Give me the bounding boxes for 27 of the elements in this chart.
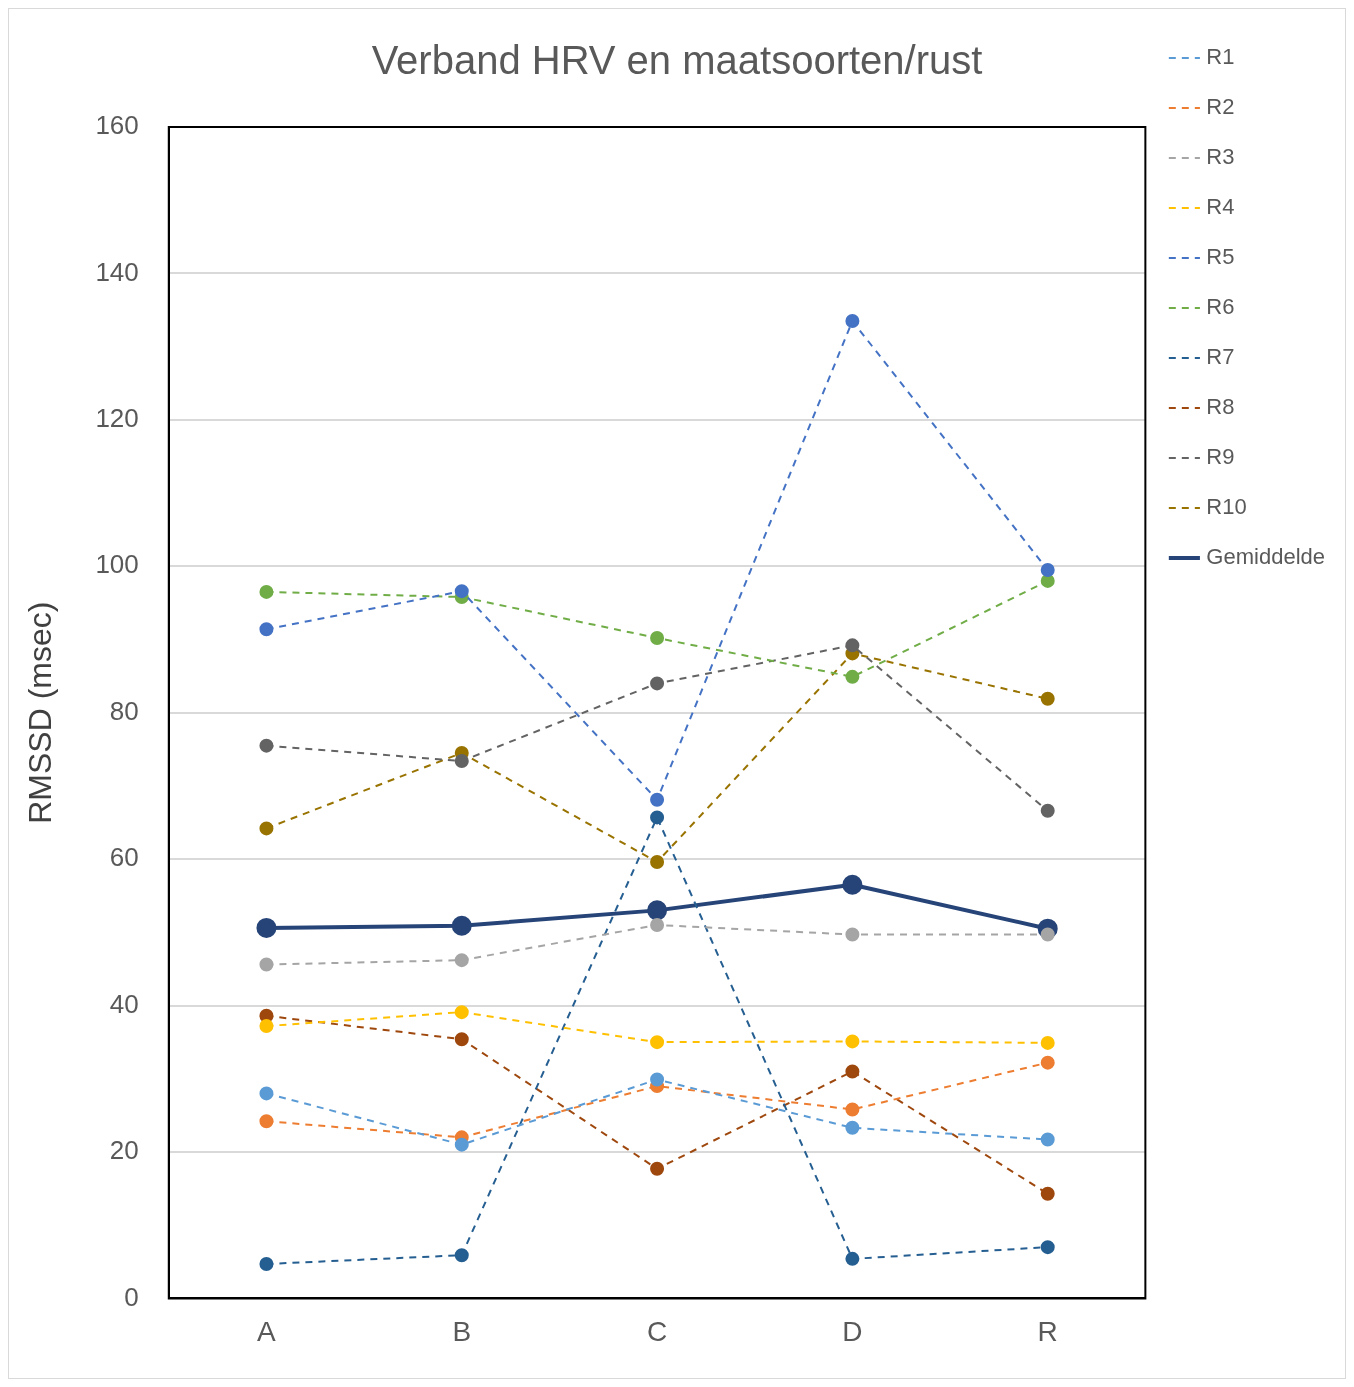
- legend-label: R3: [1206, 144, 1235, 170]
- x-tick-label: A: [257, 1315, 277, 1347]
- legend-label: R8: [1206, 394, 1235, 420]
- legend-label: R10: [1206, 494, 1247, 520]
- y-tick-label: 40: [109, 988, 139, 1019]
- legend-label: R5: [1206, 244, 1235, 270]
- legend-label: R2: [1206, 94, 1235, 120]
- x-tick-label: R: [1037, 1315, 1058, 1347]
- y-tick-label: 160: [95, 110, 139, 141]
- chart-title: Verband HRV en maatsoorten/rust: [371, 38, 983, 83]
- legend-label: R6: [1206, 294, 1235, 320]
- y-tick-label: 20: [109, 1135, 139, 1166]
- y-axis-title: RMSSD (msec): [22, 601, 59, 824]
- legend-label: R9: [1206, 444, 1235, 470]
- y-tick-label: 120: [95, 403, 139, 434]
- legend-label: R7: [1206, 344, 1235, 370]
- y-tick-label: 80: [109, 695, 139, 726]
- legend-label: R1: [1206, 44, 1235, 70]
- y-tick-label: 100: [95, 549, 139, 580]
- legend-label: Gemiddelde: [1206, 544, 1326, 570]
- y-tick-label: 0: [124, 1281, 139, 1312]
- x-tick-label: D: [842, 1315, 863, 1347]
- legend-label: R4: [1206, 194, 1235, 220]
- x-tick-label: C: [646, 1315, 668, 1347]
- x-tick-label: B: [452, 1315, 472, 1347]
- y-tick-label: 60: [109, 842, 139, 873]
- y-tick-label: 140: [95, 256, 139, 287]
